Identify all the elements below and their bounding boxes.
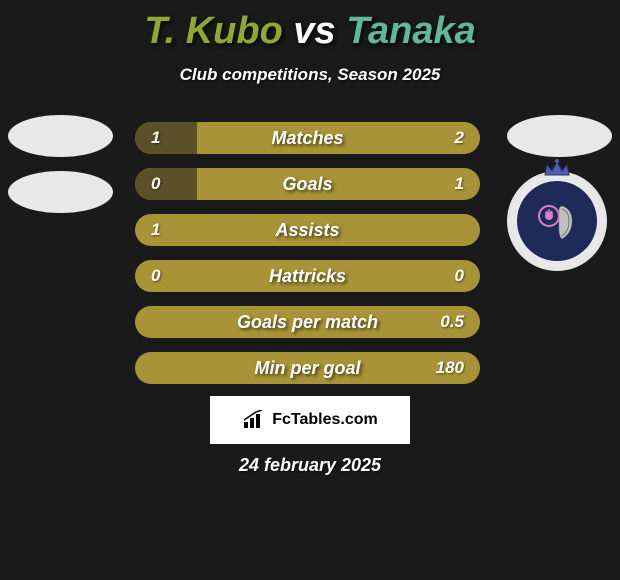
stat-bar-min-per-goal: Min per goal 180: [135, 352, 480, 384]
stat-label: Goals per match: [135, 312, 480, 333]
player2-club-badge: [507, 171, 607, 271]
left-player-images: [8, 115, 113, 227]
crown-icon: [542, 159, 572, 177]
stat-label: Hattricks: [135, 266, 480, 287]
player1-photo-placeholder: [8, 115, 113, 157]
right-player-images: [507, 115, 612, 271]
stat-right-value: 0: [455, 266, 464, 286]
stat-bar-goals: 0 Goals 1: [135, 168, 480, 200]
brand-name: FcTables.com: [272, 411, 378, 429]
stat-right-value: 180: [436, 358, 464, 378]
player1-club-placeholder: [8, 171, 113, 213]
stat-bar-hattricks: 0 Hattricks 0: [135, 260, 480, 292]
stat-bar-matches: 1 Matches 2: [135, 122, 480, 154]
comparison-title: T. Kubo vs Tanaka: [0, 0, 620, 53]
stat-label: Min per goal: [135, 358, 480, 379]
player2-photo-placeholder: [507, 115, 612, 157]
stat-right-value: 1: [455, 174, 464, 194]
stats-container: 1 Matches 2 0 Goals 1 1 Assists 0 Hattri…: [135, 122, 480, 398]
stat-bar-goals-per-match: Goals per match 0.5: [135, 306, 480, 338]
vs-text: vs: [293, 10, 335, 52]
badge-emblem-icon: [527, 191, 587, 251]
stat-right-value: 0.5: [440, 312, 464, 332]
stat-label: Assists: [135, 220, 480, 241]
chart-icon: [242, 410, 266, 430]
player2-name: Tanaka: [346, 10, 476, 52]
brand-box[interactable]: FcTables.com: [210, 396, 410, 444]
stat-bar-assists: 1 Assists: [135, 214, 480, 246]
stat-label: Matches: [135, 128, 480, 149]
subtitle: Club competitions, Season 2025: [0, 65, 620, 85]
player1-name: T. Kubo: [144, 10, 283, 52]
stat-label: Goals: [135, 174, 480, 195]
date-text: 24 february 2025: [0, 455, 620, 476]
stat-right-value: 2: [455, 128, 464, 148]
